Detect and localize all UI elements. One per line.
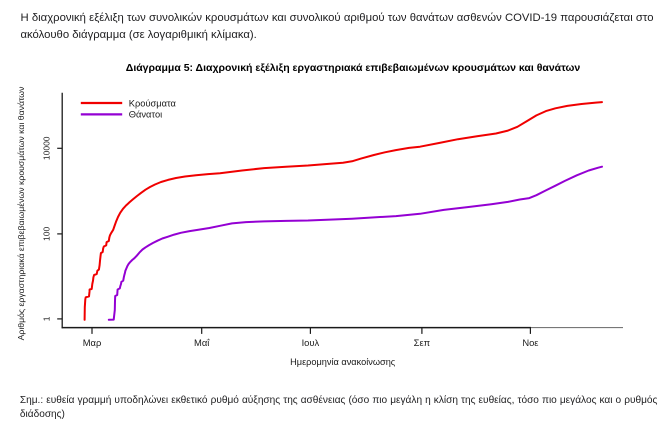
svg-text:Ιουλ: Ιουλ <box>302 337 320 348</box>
svg-text:10000: 10000 <box>42 136 52 160</box>
svg-text:Αριθμός εργαστηριακά επιβεβαιω: Αριθμός εργαστηριακά επιβεβαιωμένων κρου… <box>16 86 26 340</box>
svg-text:Ημερομηνία ανακοίνωσης: Ημερομηνία ανακοίνωσης <box>290 357 396 367</box>
svg-text:1: 1 <box>42 316 52 321</box>
svg-text:Μαρ: Μαρ <box>83 337 102 348</box>
svg-text:100: 100 <box>42 227 52 241</box>
svg-text:Σεπ: Σεπ <box>414 337 431 348</box>
svg-text:Θάνατοι: Θάνατοι <box>129 110 162 120</box>
svg-text:Νοε: Νοε <box>522 337 538 348</box>
svg-text:Μαΐ: Μαΐ <box>194 337 210 348</box>
svg-text:Κρούσματα: Κρούσματα <box>129 98 177 108</box>
